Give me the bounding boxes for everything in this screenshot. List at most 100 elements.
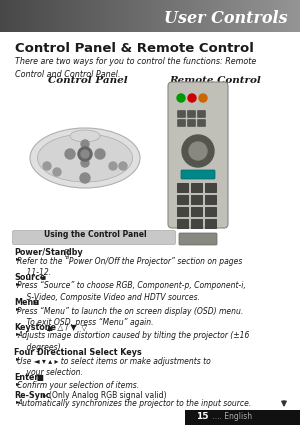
Bar xyxy=(141,0,142,32)
Bar xyxy=(161,0,162,32)
Text: Source: Source xyxy=(14,273,45,282)
Bar xyxy=(238,0,239,32)
Bar xyxy=(299,0,300,32)
Bar xyxy=(136,0,137,32)
Bar xyxy=(258,0,259,32)
Bar xyxy=(32,0,33,32)
Circle shape xyxy=(81,150,89,158)
Bar xyxy=(285,0,286,32)
Bar xyxy=(126,0,127,32)
Bar xyxy=(143,0,144,32)
Bar xyxy=(86,0,87,32)
Bar xyxy=(273,0,274,32)
Bar xyxy=(171,0,172,32)
Bar xyxy=(156,0,157,32)
FancyBboxPatch shape xyxy=(177,183,189,193)
Bar xyxy=(100,0,101,32)
Bar xyxy=(179,0,180,32)
Bar xyxy=(230,0,231,32)
Bar xyxy=(180,0,181,32)
Bar xyxy=(254,0,255,32)
Bar xyxy=(8,0,9,32)
FancyBboxPatch shape xyxy=(188,119,196,127)
Text: Adjusts image distortion caused by tilting the projector (±16
    degrees).: Adjusts image distortion caused by tilti… xyxy=(17,332,249,352)
Text: Four Directional Select Keys: Four Directional Select Keys xyxy=(14,348,142,357)
Bar xyxy=(159,0,160,32)
Bar xyxy=(246,0,247,32)
Ellipse shape xyxy=(38,134,133,182)
Bar xyxy=(139,0,140,32)
Bar xyxy=(176,0,177,32)
FancyBboxPatch shape xyxy=(197,119,206,127)
Bar xyxy=(99,0,100,32)
Bar xyxy=(75,0,76,32)
Bar xyxy=(107,0,108,32)
Bar xyxy=(184,0,185,32)
Bar xyxy=(134,0,135,32)
Bar xyxy=(154,0,155,32)
Bar xyxy=(106,0,107,32)
Text: ►: ► xyxy=(16,382,21,386)
Text: There are two ways for you to control the functions: Remote
Control and Control : There are two ways for you to control th… xyxy=(15,57,256,79)
Text: ►: ► xyxy=(16,306,21,312)
Bar xyxy=(61,0,62,32)
Bar xyxy=(65,0,66,32)
Bar xyxy=(192,0,193,32)
Bar xyxy=(31,0,32,32)
Bar xyxy=(272,0,273,32)
Text: ►: ► xyxy=(16,257,21,261)
Bar xyxy=(298,0,299,32)
Bar xyxy=(122,0,123,32)
Bar xyxy=(81,0,82,32)
Bar xyxy=(52,0,53,32)
Bar xyxy=(60,0,61,32)
Bar xyxy=(288,0,289,32)
Bar xyxy=(284,0,285,32)
Bar xyxy=(211,0,212,32)
Bar xyxy=(137,0,138,32)
Bar xyxy=(21,0,22,32)
Bar xyxy=(111,0,112,32)
Bar xyxy=(229,0,230,32)
Bar xyxy=(250,0,251,32)
Bar xyxy=(66,0,67,32)
Circle shape xyxy=(43,162,51,170)
Bar xyxy=(18,0,19,32)
FancyBboxPatch shape xyxy=(13,230,175,244)
Bar xyxy=(185,410,300,425)
Text: .... English: .... English xyxy=(210,412,252,421)
Bar xyxy=(265,0,266,32)
Bar xyxy=(240,0,241,32)
Bar xyxy=(268,0,269,32)
Bar xyxy=(110,0,111,32)
Bar xyxy=(198,0,199,32)
Bar xyxy=(45,0,46,32)
Bar xyxy=(79,0,80,32)
Text: Keystone: Keystone xyxy=(14,323,56,332)
Bar xyxy=(283,0,284,32)
Bar xyxy=(115,0,116,32)
Bar xyxy=(15,0,16,32)
Bar xyxy=(259,0,260,32)
Bar xyxy=(287,0,288,32)
Bar xyxy=(10,0,11,32)
Bar xyxy=(157,0,158,32)
Bar xyxy=(140,0,141,32)
Bar xyxy=(174,0,175,32)
Bar xyxy=(188,0,189,32)
Bar xyxy=(293,0,294,32)
Bar xyxy=(55,0,56,32)
Bar xyxy=(85,0,86,32)
Bar xyxy=(135,0,136,32)
Bar xyxy=(101,0,102,32)
Bar xyxy=(168,0,169,32)
Bar xyxy=(108,0,109,32)
Circle shape xyxy=(119,162,127,170)
Bar xyxy=(53,0,54,32)
Bar xyxy=(47,0,48,32)
Circle shape xyxy=(80,173,90,183)
Bar xyxy=(130,0,131,32)
Bar xyxy=(129,0,130,32)
Bar xyxy=(169,0,170,32)
Bar xyxy=(164,0,165,32)
